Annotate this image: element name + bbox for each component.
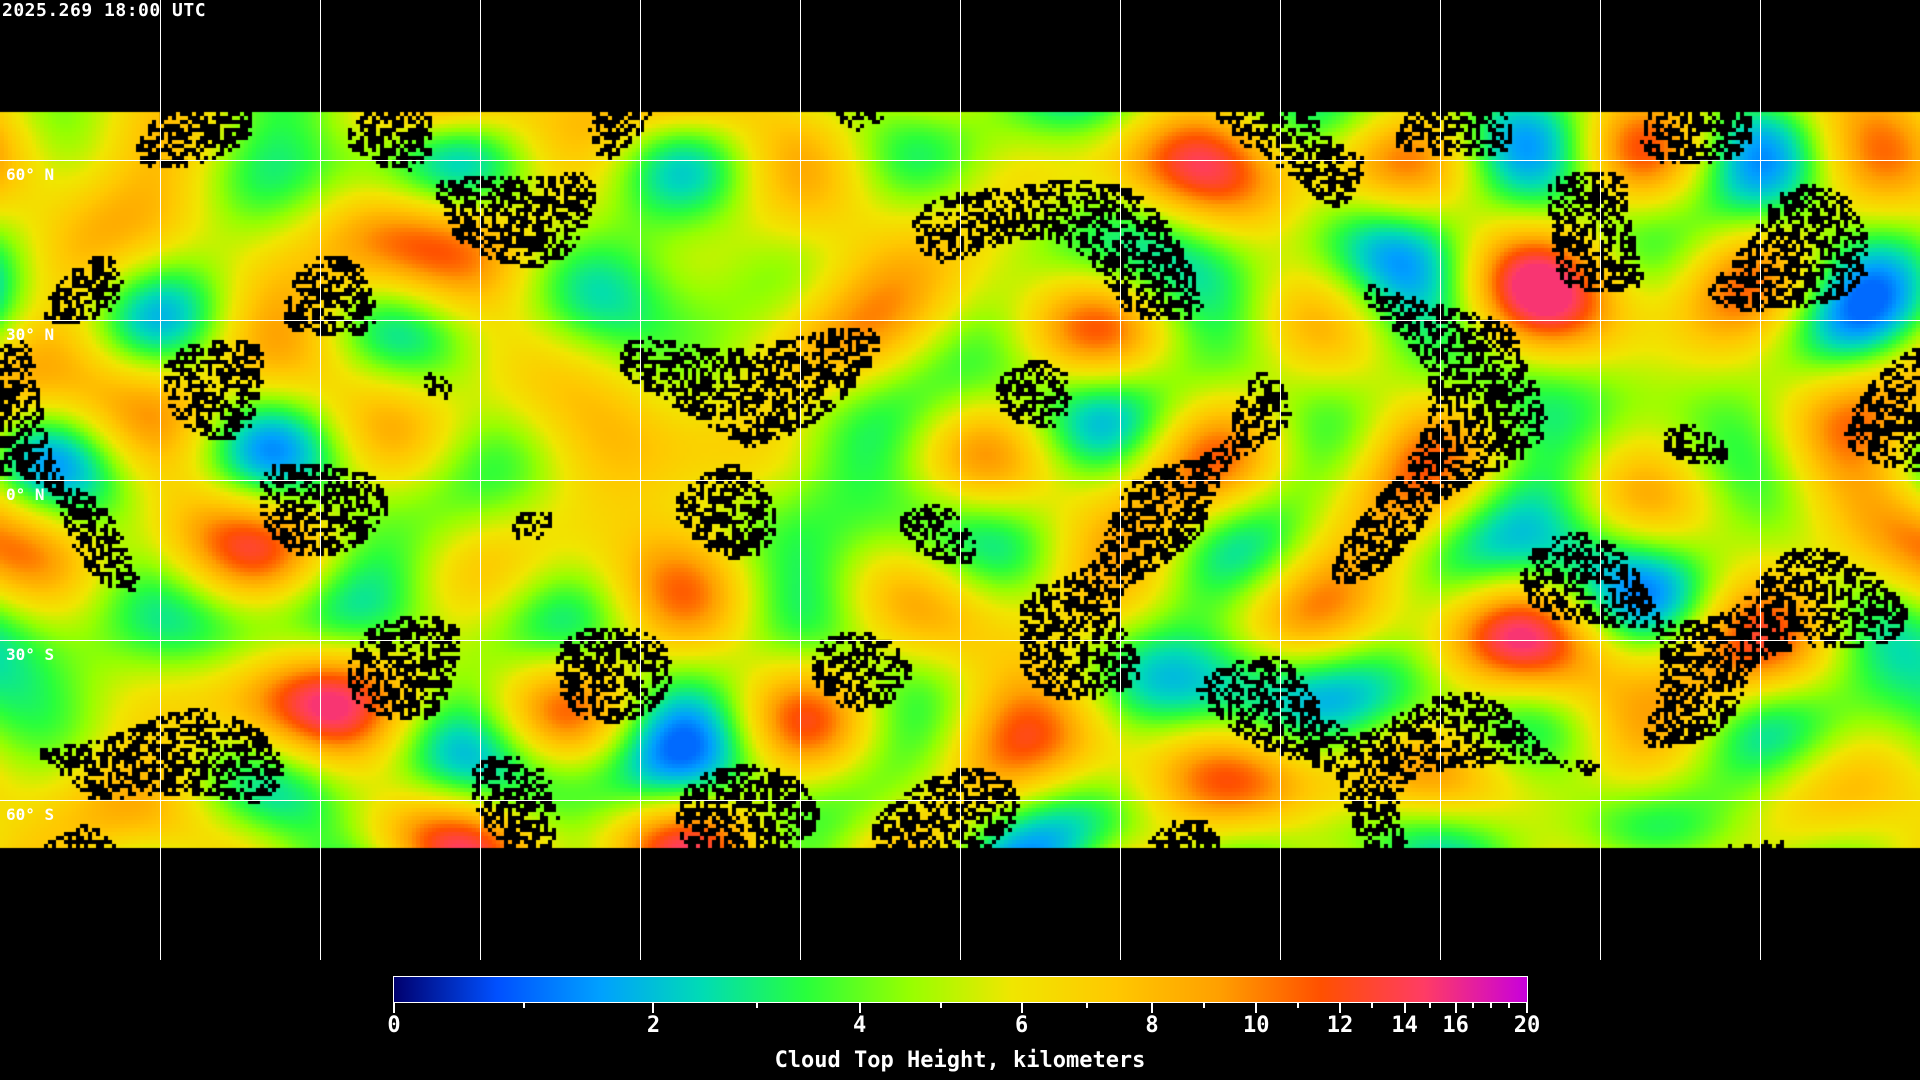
latitude-line bbox=[0, 480, 1920, 481]
colorbar-tick-label: 8 bbox=[1145, 1013, 1159, 1038]
colorbar-tick bbox=[1429, 1003, 1432, 1008]
colorbar-tick bbox=[652, 1003, 655, 1013]
latitude-line bbox=[0, 160, 1920, 161]
lat-label-30n: 30° N bbox=[6, 325, 55, 344]
latitude-line bbox=[0, 320, 1920, 321]
colorbar-tick bbox=[1297, 1003, 1300, 1008]
colorbar-tick bbox=[1339, 1003, 1342, 1013]
colorbar-tick bbox=[1085, 1003, 1088, 1008]
colorbar-tick-label: 12 bbox=[1326, 1013, 1354, 1038]
timestamp: 2025.269 18:00 UTC bbox=[2, 0, 207, 21]
lat-label-30s: 30° S bbox=[6, 645, 55, 664]
colorbar-tick bbox=[939, 1003, 942, 1008]
colorbar-tick-label: 0 bbox=[387, 1013, 401, 1038]
colorbar-tick-label: 16 bbox=[1442, 1013, 1469, 1038]
colorbar-tick bbox=[1490, 1003, 1493, 1008]
colorbar-tick bbox=[1020, 1003, 1023, 1013]
lat-label-60s: 60° S bbox=[6, 805, 55, 824]
colorbar-tick bbox=[1150, 1003, 1153, 1013]
colorbar-tick bbox=[1508, 1003, 1511, 1008]
colorbar-title: Cloud Top Height, kilometers bbox=[774, 1048, 1146, 1073]
colorbar-tick-label: 10 bbox=[1242, 1013, 1270, 1038]
colorbar-tick-label: 4 bbox=[853, 1013, 867, 1038]
colorbar-tick bbox=[1472, 1003, 1475, 1008]
colorbar-tick-label: 14 bbox=[1391, 1013, 1418, 1038]
latitude-line bbox=[0, 800, 1920, 801]
colorbar-tick bbox=[522, 1003, 525, 1008]
cloud-top-height-map: 60° N 30° N 0° N 30° S 60° S bbox=[0, 0, 1920, 960]
colorbar-tick bbox=[1371, 1003, 1374, 1008]
colorbar-tick bbox=[393, 1003, 395, 1013]
lat-label-60n: 60° N bbox=[6, 165, 55, 184]
colorbar-tick bbox=[755, 1003, 758, 1008]
colorbar-tick bbox=[1255, 1003, 1258, 1013]
colorbar-tick-label: 6 bbox=[1015, 1013, 1029, 1038]
colorbar-tick-label: 2 bbox=[646, 1013, 661, 1038]
colorbar-tick bbox=[1526, 1003, 1528, 1013]
latitude-line bbox=[0, 640, 1920, 641]
colorbar-tick-label: 20 bbox=[1513, 1013, 1541, 1038]
colorbar-tick bbox=[1403, 1003, 1406, 1013]
colorbar-tick bbox=[858, 1003, 861, 1013]
colorbar bbox=[393, 976, 1528, 1003]
colorbar-tick bbox=[1203, 1003, 1206, 1008]
colorbar-tick bbox=[1454, 1003, 1457, 1013]
lat-label-0n: 0° N bbox=[6, 485, 45, 504]
